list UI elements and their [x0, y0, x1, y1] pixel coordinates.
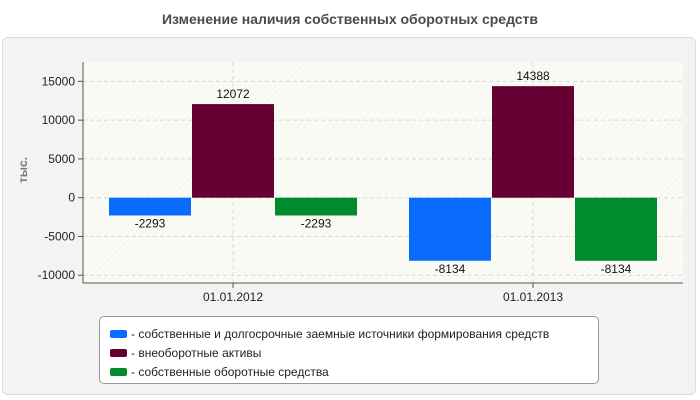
legend-swatch [110, 348, 127, 357]
chart-title: Изменение наличия собственных оборотных … [161, 11, 539, 27]
bar [109, 197, 191, 216]
bar [492, 86, 574, 198]
legend-label: - собственные оборотные средства [131, 364, 329, 379]
bar [275, 197, 357, 216]
legend-label: - собственные и долгосрочные заемные ист… [131, 326, 550, 341]
data-label: -8134 [435, 262, 466, 276]
y-tick-label: 10000 [42, 113, 76, 127]
legend-swatch [110, 367, 127, 376]
x-tick-label: 01.01.2012 [203, 290, 263, 304]
y-tick-label: 15000 [42, 74, 76, 88]
legend-label: - внеоборотные активы [131, 345, 262, 360]
legend-item: - внеоборотные активы [110, 343, 598, 362]
y-axis-label: тыс. [16, 156, 31, 184]
data-label: -8134 [601, 262, 632, 276]
x-tick-label: 01.01.2013 [503, 290, 563, 304]
y-tick-label: -5000 [44, 229, 75, 243]
data-label: 14388 [516, 69, 550, 83]
data-label: -2293 [135, 216, 166, 230]
bar [192, 104, 274, 198]
data-label: 12072 [216, 87, 250, 101]
legend-item: - собственные оборотные средства [110, 362, 598, 381]
legend-item: - собственные и долгосрочные заемные ист… [110, 324, 598, 343]
y-tick-label: 0 [68, 191, 75, 205]
legend-swatch [110, 329, 127, 338]
legend: - собственные и долгосрочные заемные ист… [99, 316, 599, 384]
bar [575, 197, 657, 261]
y-tick-label: -10000 [38, 268, 76, 282]
bar [409, 197, 491, 261]
data-label: -2293 [301, 216, 332, 230]
y-tick-label: 5000 [48, 152, 75, 166]
